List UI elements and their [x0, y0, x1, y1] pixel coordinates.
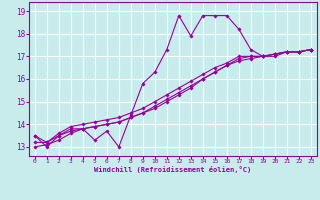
X-axis label: Windchill (Refroidissement éolien,°C): Windchill (Refroidissement éolien,°C) [94, 166, 252, 173]
